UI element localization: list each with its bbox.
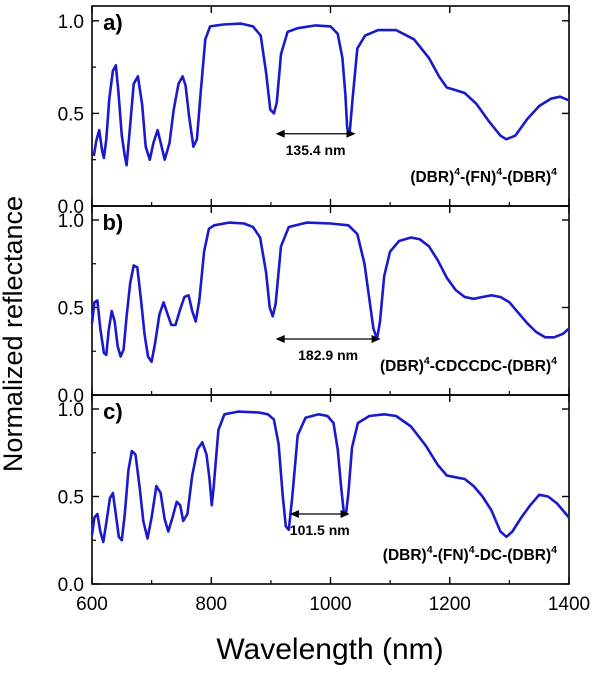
arrow-head-left [289,510,299,518]
arrow-head-left [275,335,285,343]
panel-c: 0.0 0.5 1.0 600 800 1000 1200 1400 c) 101.5 nm (DB… [58,394,590,615]
structure-part: -(FN) [433,547,469,564]
x-tick-label: 1200 [429,594,471,615]
structure-part: (DBR) [383,547,427,564]
span-label: 182.9 nm [298,347,358,363]
panel-a: 0.00.51.0 a)135.4 nm(DBR)4-(FN)4-(DBR)4 [58,5,570,218]
x-tick-label: 800 [195,594,227,615]
y-tick-label: 1.0 [58,400,84,421]
series-line-c [90,410,570,544]
structure-part: -(FN) [460,169,496,186]
span-label: 101.5 nm [290,522,350,538]
y-tick-label: 0.5 [58,299,84,320]
y-axis-title: Normalized reflectance [0,196,28,472]
y-tick-label: 1.0 [58,211,84,232]
x-tick-label: 600 [76,594,108,615]
arrow-head-right [340,510,350,518]
arrow-head-right [371,335,381,343]
structure-part: -DC-(DBR) [475,547,552,564]
structure-sup: 4 [551,166,557,178]
panel-label: c) [103,399,123,424]
series-line-a [92,22,570,167]
structure-part: -CDCCDC-(DBR) [430,358,551,375]
panel-b: 0.00.51.0 b)182.9 nm(DBR)4-CDCCDC-(DBR)4 [58,205,570,407]
x-axis-title: Wavelength (nm) [216,633,443,666]
y-tick-label: 0.0 [58,386,84,407]
x-tick-label: 1400 [548,594,590,615]
series-line-b [90,221,570,364]
structure-sup: 4 [427,544,433,556]
structure-sup: 4 [551,544,557,556]
panel-label: a) [103,10,123,35]
y-tick-label: 0.0 [58,197,84,218]
structure-part: (DBR) [410,169,454,186]
y-tick-label: 0.5 [58,104,84,125]
panel-label: b) [102,210,123,235]
structure-label: (DBR)4-(FN)4-DC-(DBR)4 [383,544,557,564]
structure-sup: 4 [496,166,502,178]
span-label: 135.4 nm [286,142,346,158]
arrow-head-right [346,129,356,138]
structure-label: (DBR)4-(FN)4-(DBR)4 [410,166,557,186]
structure-sup: 4 [469,544,475,556]
structure-sup: 4 [551,355,557,367]
structure-label: (DBR)4-CDCCDC-(DBR)4 [380,355,557,375]
structure-sup: 4 [424,355,430,367]
structure-part: (DBR) [380,358,424,375]
arrow-head-left [275,129,285,138]
y-tick-label: 0.0 [58,575,84,596]
structure-sup: 4 [454,166,460,178]
x-tick-label: 1000 [309,594,351,615]
structure-part: -(DBR) [502,169,551,186]
y-tick-label: 0.5 [58,488,84,509]
y-tick-label: 1.0 [58,12,84,33]
